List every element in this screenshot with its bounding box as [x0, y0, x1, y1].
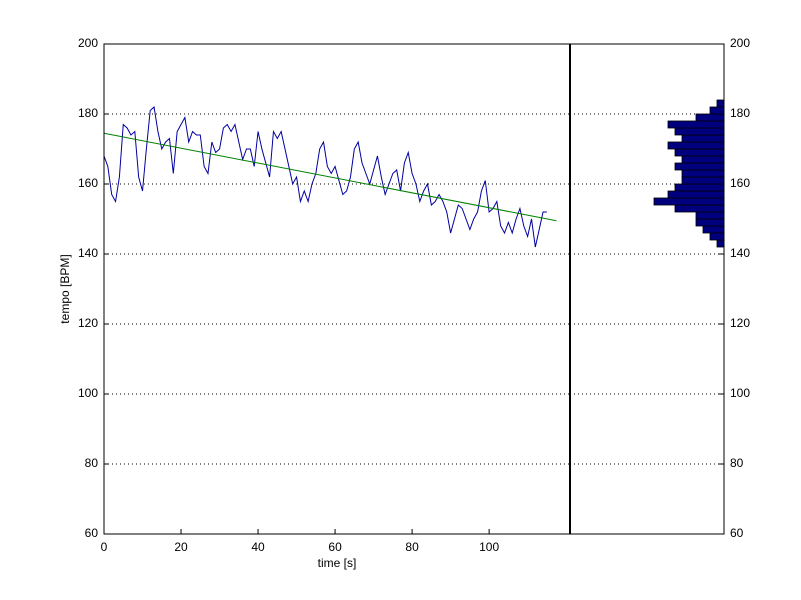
- histogram-bar: [695, 218, 725, 227]
- y-tick-label: 140: [730, 246, 750, 260]
- histogram-bar: [709, 232, 725, 241]
- histogram-bar: [716, 99, 725, 108]
- x-axis-label: time [s]: [318, 556, 357, 570]
- y-tick-label: 60: [730, 526, 744, 540]
- histogram-bar: [681, 169, 725, 178]
- histogram-bar: [674, 162, 725, 171]
- line-series: [103, 106, 547, 248]
- y-tick-label: 120: [78, 316, 98, 330]
- y-axis-label: tempo [BPM]: [58, 254, 72, 323]
- histogram-bar: [667, 190, 725, 199]
- y-tick-label: 100: [730, 386, 750, 400]
- x-tick-label: 100: [479, 540, 499, 554]
- y-tick-label: 200: [78, 36, 98, 50]
- histogram-bar: [674, 127, 725, 136]
- histogram-bar: [695, 211, 725, 220]
- x-tick-label: 60: [328, 540, 342, 554]
- x-tick-label: 0: [101, 540, 108, 554]
- histogram-bar: [695, 113, 725, 122]
- histogram-bar: [674, 148, 725, 157]
- line-series: [103, 132, 557, 222]
- y-tick-label: 100: [78, 386, 98, 400]
- x-tick-label: 20: [174, 540, 188, 554]
- histogram-bar: [681, 176, 725, 185]
- y-tick-label: 160: [78, 176, 98, 190]
- y-tick-label: 140: [78, 246, 98, 260]
- histogram-bar: [674, 204, 725, 213]
- x-tick-label: 40: [251, 540, 265, 554]
- y-tick-label: 80: [85, 456, 99, 470]
- y-tick-label: 180: [78, 106, 98, 120]
- histogram-bar: [653, 197, 725, 206]
- histogram-bar: [681, 155, 725, 164]
- histogram-bar: [674, 183, 725, 192]
- y-tick-label: 80: [730, 456, 744, 470]
- histogram-bar: [667, 141, 725, 150]
- axes-frame: [103, 43, 725, 535]
- x-tick-label: 80: [405, 540, 419, 554]
- y-tick-label: 160: [730, 176, 750, 190]
- y-tick-label: 180: [730, 106, 750, 120]
- y-tick-label: 120: [730, 316, 750, 330]
- y-tick-label: 60: [85, 526, 99, 540]
- histogram-bar: [667, 120, 725, 129]
- histogram-bar: [709, 106, 725, 115]
- y-tick-label: 200: [730, 36, 750, 50]
- histogram-bar: [702, 225, 725, 234]
- histogram-bar: [716, 239, 725, 248]
- histogram-bar: [681, 134, 725, 143]
